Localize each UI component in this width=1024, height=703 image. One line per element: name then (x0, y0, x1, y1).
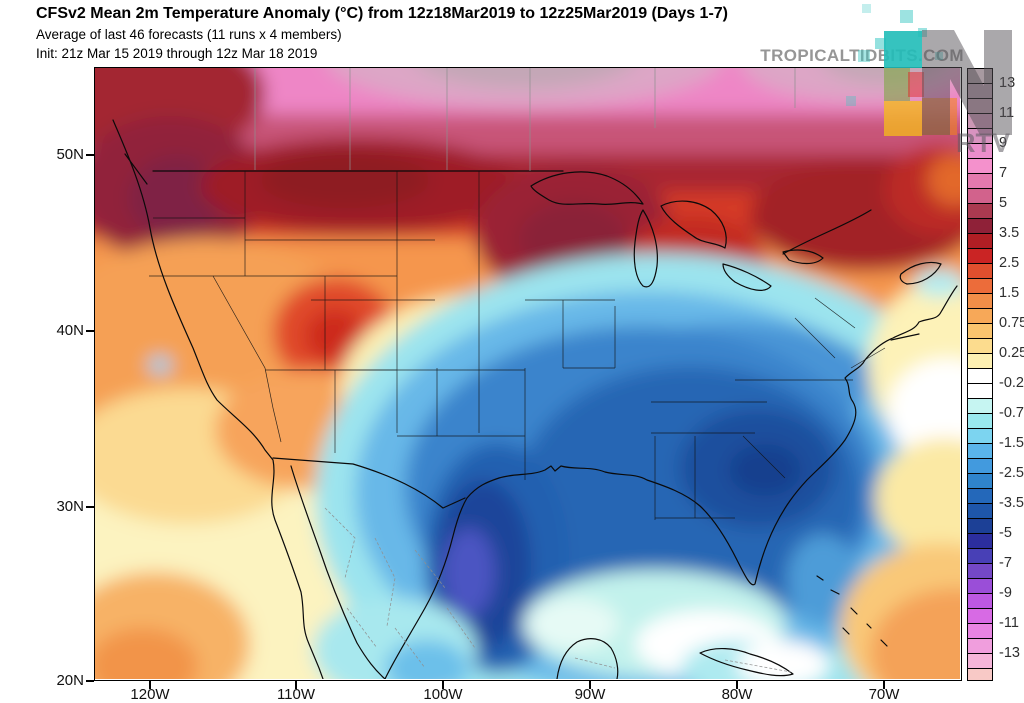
colorbar-cell (968, 639, 992, 654)
colorbar-cell (968, 84, 992, 99)
colorbar-tick-label: 0.25 (999, 345, 1024, 361)
lon-tick-mark (442, 681, 444, 689)
colorbar-cell (968, 579, 992, 594)
colorbar-cell (968, 309, 992, 324)
colorbar-tick-label: -3.5 (999, 495, 1024, 511)
colorbar-tick-label: 2.5 (999, 255, 1020, 271)
colorbar-tick-label: -13 (999, 645, 1020, 661)
colorbar-cell (968, 279, 992, 294)
lon-tick-mark (589, 681, 591, 689)
colorbar-cell (968, 69, 992, 84)
lat-tick-label: 50N (56, 146, 84, 163)
lon-tick-label: 70W (868, 686, 900, 703)
colorbar-cell (968, 219, 992, 234)
colorbar-cell (968, 339, 992, 354)
lon-tick-mark (295, 681, 297, 689)
colorbar-cell (968, 429, 992, 444)
colorbar-tick-label: -0.25 (999, 375, 1024, 391)
foreign-borders (254, 68, 796, 673)
colorbar-cell (968, 294, 992, 309)
page-title: CFSv2 Mean 2m Temperature Anomaly (°C) f… (36, 5, 729, 22)
colorbar-cell (968, 174, 992, 189)
lon-tick-label: 120W (130, 686, 170, 703)
colorbar-tick-label: -11 (999, 615, 1019, 631)
colorbar-tick-label: 5 (999, 195, 1008, 211)
lon-tick-mark (883, 681, 885, 689)
colorbar-cell (968, 564, 992, 579)
colorbar-cell (968, 189, 992, 204)
colorbar-cell (968, 249, 992, 264)
map-frame (94, 67, 962, 681)
lon-tick-label: 90W (574, 686, 606, 703)
lat-tick-label: 30N (56, 498, 84, 515)
colorbar-tick-label: 7 (999, 165, 1008, 181)
colorbar-tick-label: 3.5 (999, 225, 1020, 241)
colorbar-cell (968, 369, 992, 384)
colorbar-tick-label: 9 (999, 135, 1008, 151)
colorbar-tick-label: 13 (999, 75, 1016, 91)
colorbar-cell (968, 549, 992, 564)
colorbar-tick-label: -5 (999, 525, 1012, 541)
colorbar-tick-label: -2.5 (999, 465, 1024, 481)
colorbar-cell (968, 609, 992, 624)
colorbar-cell (968, 114, 992, 129)
colorbar-cell (968, 399, 992, 414)
colorbar-cell (968, 474, 992, 489)
lat-tick-mark (86, 680, 94, 682)
colorbar-tick-label: 0.75 (999, 315, 1024, 331)
colorbar-tick-label: -7 (999, 555, 1012, 571)
lat-tick-label: 20N (56, 672, 84, 689)
colorbar (967, 68, 993, 681)
lat-tick-mark (86, 506, 94, 508)
state-borders (149, 171, 886, 520)
anomaly-map (95, 68, 960, 679)
colorbar-cell (968, 654, 992, 669)
colorbar-cell (968, 384, 992, 399)
colorbar-cell (968, 444, 992, 459)
colorbar-cell (968, 159, 992, 174)
colorbar-cell (968, 234, 992, 249)
colorbar-cell (968, 414, 992, 429)
colorbar-tick-label: -1.5 (999, 435, 1024, 451)
colorbar-cell (968, 324, 992, 339)
lon-tick-label: 110W (276, 686, 316, 703)
colorbar-cell (968, 264, 992, 279)
colorbar-tick-label: -0.75 (999, 405, 1024, 421)
lon-tick-mark (736, 681, 738, 689)
lon-tick-label: 80W (721, 686, 753, 703)
colorbar-cell (968, 489, 992, 504)
colorbar-cell (968, 519, 992, 534)
colorbar-cell (968, 669, 992, 680)
lat-tick-label: 40N (56, 322, 84, 339)
init-time-line: Init: 21z Mar 15 2019 through 12z Mar 18… (36, 46, 318, 61)
colorbar-cell (968, 504, 992, 519)
lon-tick-label: 100W (423, 686, 463, 703)
colorbar-cell (968, 129, 992, 144)
colorbar-cell (968, 459, 992, 474)
colorbar-cell (968, 624, 992, 639)
colorbar-cell (968, 204, 992, 219)
colorbar-cell (968, 144, 992, 159)
colorbar-cell (968, 354, 992, 369)
forecast-average-subtitle: Average of last 46 forecasts (11 runs x … (36, 27, 342, 42)
colorbar-cell (968, 594, 992, 609)
lat-tick-mark (86, 330, 94, 332)
lon-tick-mark (149, 681, 151, 689)
colorbar-tick-label: -9 (999, 585, 1012, 601)
tropicaltidbits-watermark: TROPICALTIDBITS.COM (760, 46, 964, 65)
lat-tick-mark (86, 154, 94, 156)
colorbar-tick-label: 1.5 (999, 285, 1020, 301)
colorbar-tick-label: 11 (999, 105, 1015, 121)
colorbar-cell (968, 534, 992, 549)
coastlines (112, 119, 958, 679)
colorbar-cell (968, 99, 992, 114)
